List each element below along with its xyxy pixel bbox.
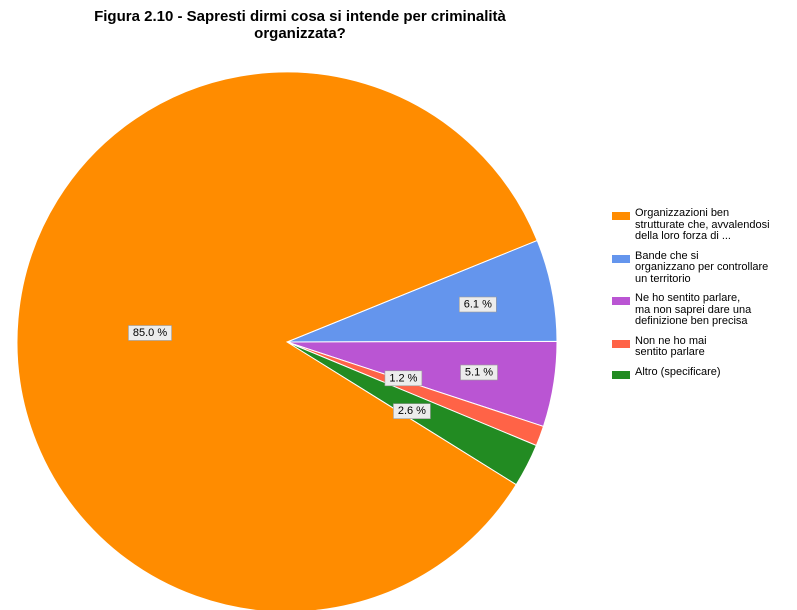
chart-title: Figura 2.10 - Sapresti dirmi cosa si int… — [40, 8, 560, 42]
data-label-text-4: 1.2 % — [389, 372, 417, 384]
pie-slice-1 — [16, 71, 538, 610]
legend-item-5: Altro (specificare) — [612, 365, 797, 379]
legend-label-1: Organizzazioni ben strutturate che, avva… — [635, 207, 770, 242]
legend-item-1: Organizzazioni ben strutturate che, avva… — [612, 207, 797, 243]
data-label-text-3: 5.1 % — [465, 367, 493, 379]
legend-item-4: Non ne ho mai sentito parlare — [612, 334, 797, 359]
legend-label-5: Altro (specificare) — [635, 365, 721, 378]
data-label-3: 5.1 % — [460, 364, 498, 381]
data-label-text-2: 6.1 % — [464, 299, 492, 311]
legend-swatch-5 — [612, 370, 630, 379]
legend-item-2: Bande che si organizzano per controllare… — [612, 249, 797, 286]
data-label-text-1: 85.0 % — [133, 327, 167, 339]
data-label-box-1 — [128, 325, 172, 341]
data-label-text-5: 2.6 % — [398, 405, 426, 417]
legend-item-3: Ne ho sentito parlare, ma non saprei dar… — [612, 292, 797, 328]
legend-swatch-1 — [612, 212, 630, 220]
data-label-box-2 — [458, 296, 497, 313]
chart-title-line-1: Figura 2.10 - Sapresti dirmi cosa si int… — [94, 8, 506, 25]
legend-label-4: Non ne ho mai sentito parlare — [635, 334, 707, 358]
chart-title-line-2: organizzata? — [254, 25, 346, 42]
data-label-1: 85.0 % — [128, 325, 172, 341]
legend-swatch-2 — [612, 254, 630, 263]
data-label-box-3 — [460, 364, 498, 381]
data-label-4: 1.2 % — [384, 370, 423, 387]
legend-label-3: Ne ho sentito parlare, ma non saprei dar… — [635, 292, 752, 327]
legend-swatch-4 — [612, 339, 630, 348]
data-label-2: 6.1 % — [458, 296, 497, 313]
legend-swatch-3 — [612, 297, 630, 305]
data-label-5: 2.6 % — [393, 403, 431, 420]
legend: Organizzazioni ben strutturate che, avva… — [612, 207, 797, 387]
data-label-box-5 — [393, 403, 431, 420]
data-label-box-4 — [384, 370, 423, 387]
legend-label-2: Bande che si organizzano per controllare… — [635, 249, 769, 285]
